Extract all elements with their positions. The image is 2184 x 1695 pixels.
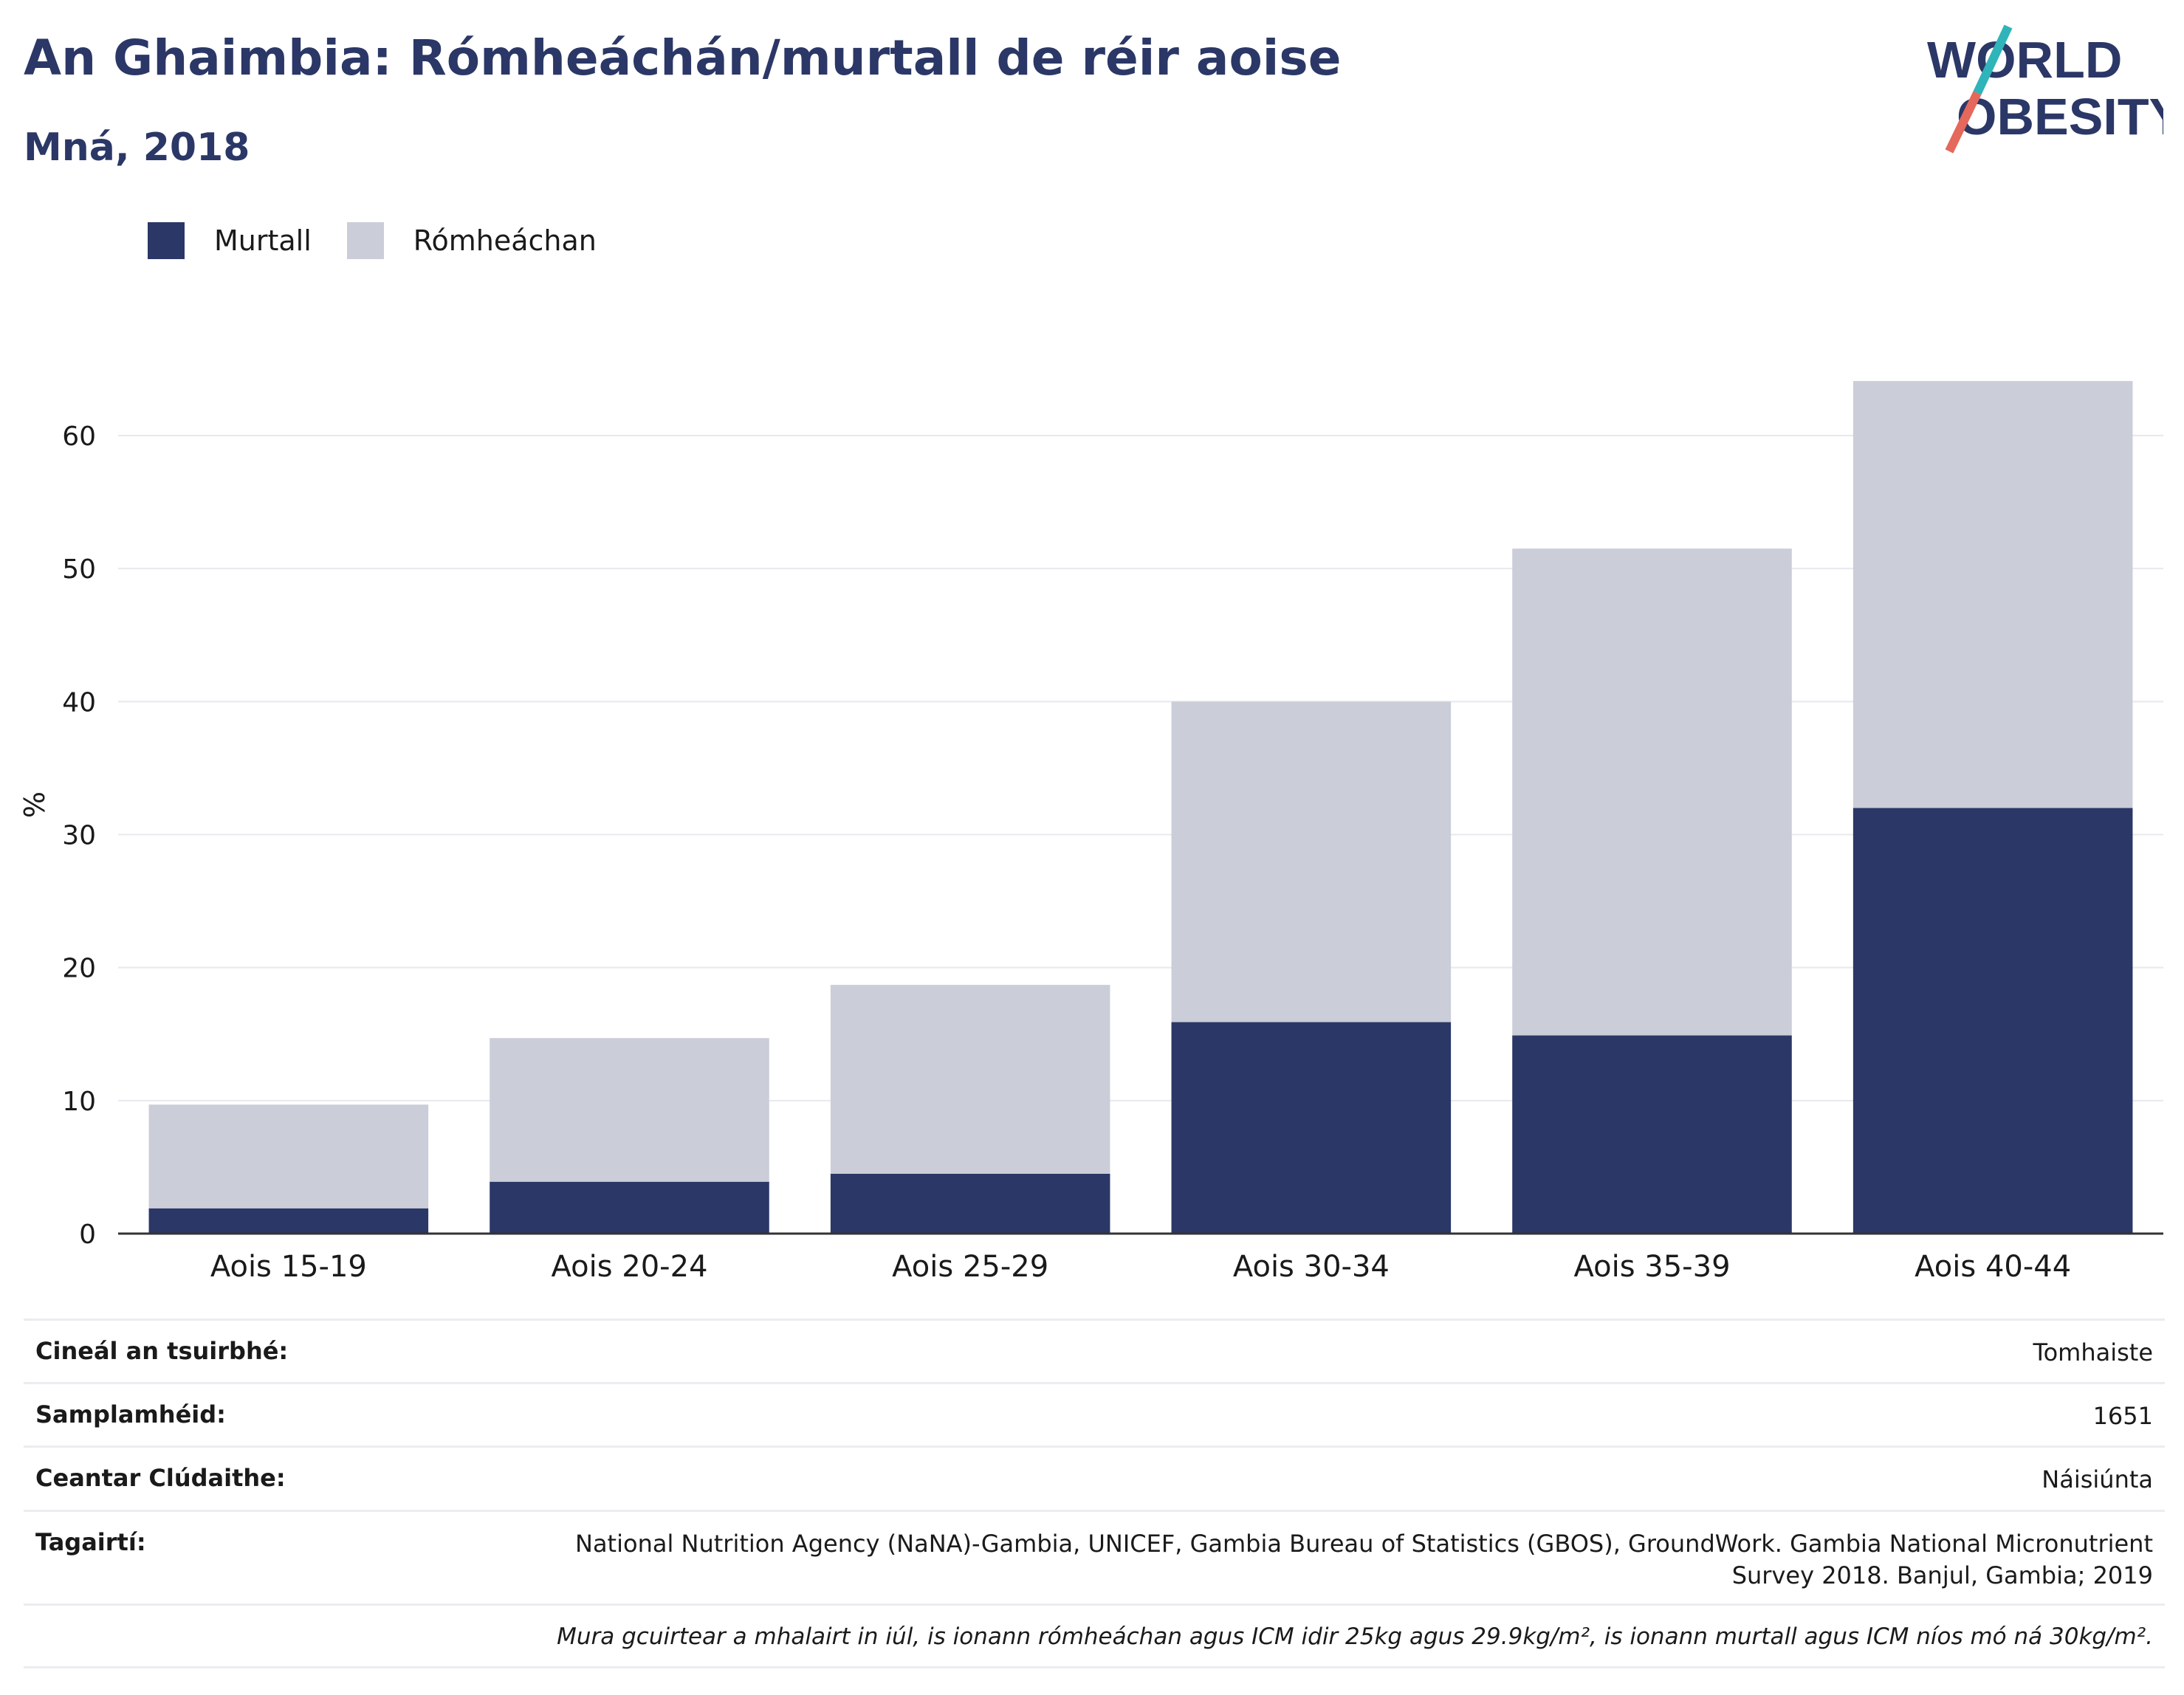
bar-overweight-0 xyxy=(148,1104,429,1208)
page-subtitle: Mná, 2018 xyxy=(24,126,250,170)
sample-size-label: Samplamhéid: xyxy=(35,1400,226,1429)
bar-overweight-4 xyxy=(1512,549,1792,1036)
y-tick-label: 50 xyxy=(62,554,96,585)
x-tick-label: Aois 20-24 xyxy=(551,1250,707,1284)
y-axis-ticks: 0 10 20 30 40 50 60 xyxy=(62,422,96,1250)
y-tick-label: 20 xyxy=(62,954,96,984)
x-tick-label: Aois 25-29 xyxy=(892,1250,1048,1284)
logo-line2: OBESITY xyxy=(1957,88,2163,145)
x-tick-label: Aois 35-39 xyxy=(1573,1250,1730,1284)
x-tick-label: Aois 15-19 xyxy=(210,1250,367,1284)
bar-obese-3 xyxy=(1171,1022,1452,1234)
bar-chart: 0 10 20 30 40 50 60 Aois 15-19 Aois 20-24 Aois 2… xyxy=(18,381,2163,1284)
definition-note: Mura gcuirtear a mhalairt in iúl, is ion… xyxy=(557,1623,2153,1650)
bar-overweight-1 xyxy=(490,1038,769,1182)
bars xyxy=(148,381,2133,1234)
page-title: An Ghaimbia: Rómheáchán/murtall de réir … xyxy=(24,30,1342,86)
references-line2: Survey 2018. Banjul, Gambia; 2019 xyxy=(1731,1561,2153,1589)
bar-overweight-5 xyxy=(1852,381,2133,808)
y-tick-label: 0 xyxy=(79,1220,96,1250)
bar-obese-4 xyxy=(1512,1035,1792,1234)
logo-slash-bottom xyxy=(1945,91,1982,154)
legend-swatch-overweight xyxy=(346,222,384,259)
logo-slash-top xyxy=(1973,24,2013,95)
legend-label-obese: Murtall xyxy=(214,224,312,257)
y-tick-label: 60 xyxy=(62,422,96,452)
bar-obese-5 xyxy=(1852,808,2133,1234)
chart-legend: Murtall Rómheáchan xyxy=(148,219,632,263)
sample-size-value: 1651 xyxy=(2092,1402,2153,1431)
bar-obese-2 xyxy=(830,1173,1110,1234)
x-tick-label: Aois 30-34 xyxy=(1233,1250,1390,1284)
coverage-label: Ceantar Clúdaithe: xyxy=(35,1464,286,1493)
legend-swatch-obese xyxy=(148,222,185,259)
info-row-references: Tagairtí: National Nutrition Agency (NaN… xyxy=(24,1509,2165,1603)
info-row-note: Mura gcuirtear a mhalairt in iúl, is ion… xyxy=(24,1603,2165,1668)
logo-line1: WORLD xyxy=(1927,31,2122,89)
x-axis-ticks: Aois 15-19 Aois 20-24 Aois 25-29 Aois 30-34… xyxy=(210,1250,2071,1284)
info-row-coverage: Ceantar Clúdaithe: Náisiúnta xyxy=(24,1445,2165,1509)
bar-obese-1 xyxy=(490,1181,769,1234)
references-line1: National Nutrition Agency (NaNA)-Gambia,… xyxy=(575,1529,2153,1558)
x-tick-label: Aois 40-44 xyxy=(1915,1250,2071,1284)
survey-info-table: Cineál an tsuirbhé: Tomhaiste Samplamhéi… xyxy=(24,1318,2165,1668)
legend-item-overweight: Rómheáchan xyxy=(346,222,597,259)
y-tick-label: 40 xyxy=(62,687,96,718)
y-tick-label: 10 xyxy=(62,1087,96,1117)
world-obesity-logo: WORLD OBESITY xyxy=(1927,24,2163,154)
legend-label-overweight: Rómheáchan xyxy=(413,224,597,257)
gridlines xyxy=(118,435,2163,1101)
y-axis-label: % xyxy=(18,791,51,818)
bar-overweight-2 xyxy=(830,985,1110,1174)
legend-item-obese: Murtall xyxy=(148,222,312,259)
survey-type-label: Cineál an tsuirbhé: xyxy=(35,1337,289,1365)
bar-obese-0 xyxy=(148,1208,429,1234)
references-label: Tagairtí: xyxy=(35,1527,146,1556)
survey-type-value: Tomhaiste xyxy=(2033,1338,2153,1366)
info-row-sample-size: Samplamhéid: 1651 xyxy=(24,1382,2165,1445)
info-row-survey-type: Cineál an tsuirbhé: Tomhaiste xyxy=(24,1318,2165,1382)
references-value: National Nutrition Agency (NaNA)-Gambia,… xyxy=(575,1528,2153,1592)
y-tick-label: 30 xyxy=(62,821,96,851)
bar-overweight-3 xyxy=(1171,701,1452,1022)
coverage-value: Náisiúnta xyxy=(2042,1465,2153,1494)
